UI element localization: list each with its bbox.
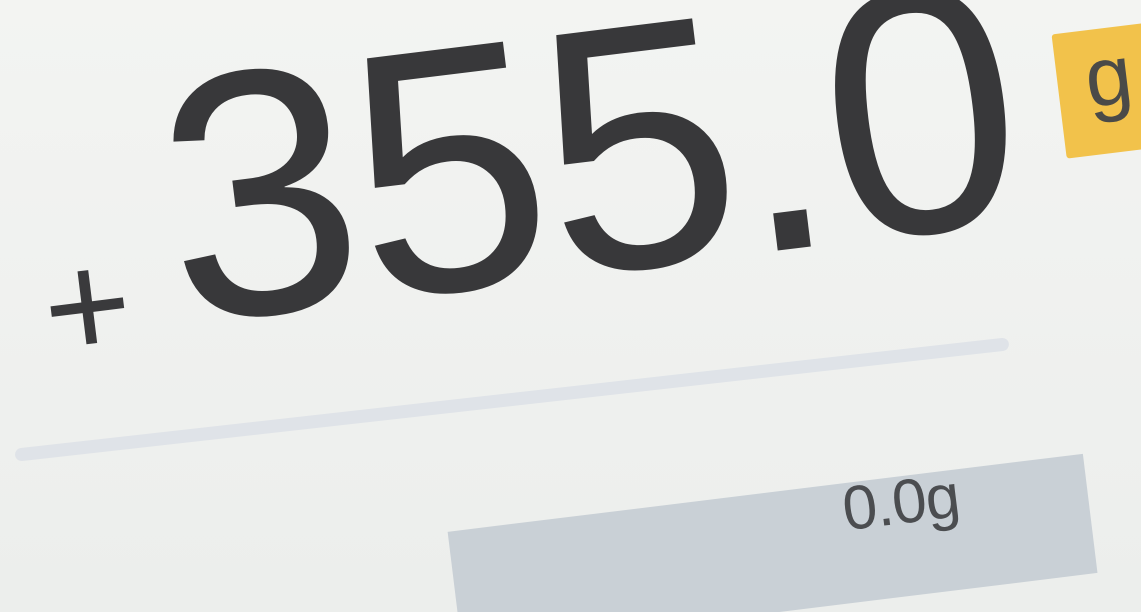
- secondary-readout-box: 0.0g: [447, 453, 1098, 612]
- unit-label: g: [1079, 26, 1138, 126]
- secondary-readout-value: 0.0g: [838, 461, 963, 545]
- weight-value: 355.0: [139, 0, 1037, 399]
- sign-indicator: +: [33, 216, 141, 394]
- unit-button[interactable]: g: [1051, 22, 1141, 159]
